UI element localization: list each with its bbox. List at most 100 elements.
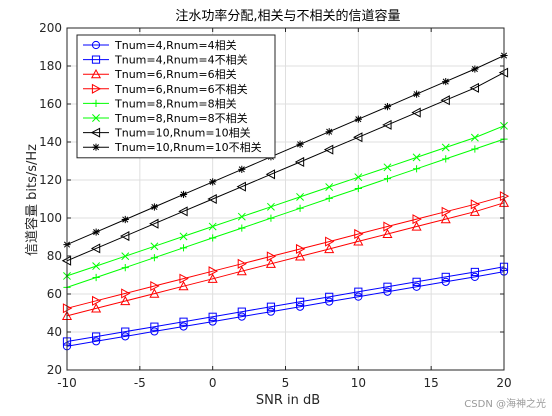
data-point bbox=[354, 228, 364, 239]
y-tick-label: 180 bbox=[39, 59, 62, 73]
data-point bbox=[325, 194, 333, 203]
legend-marker bbox=[91, 40, 101, 50]
data-point bbox=[469, 82, 479, 93]
series-line bbox=[66, 195, 505, 309]
data-point bbox=[179, 190, 188, 199]
data-point bbox=[121, 327, 130, 336]
data-point bbox=[265, 258, 276, 268]
data-point bbox=[353, 236, 364, 246]
series-line bbox=[66, 271, 505, 347]
data-point bbox=[121, 332, 130, 341]
data-point bbox=[295, 243, 306, 255]
data-point bbox=[354, 115, 362, 123]
data-point bbox=[92, 295, 102, 306]
data-point bbox=[412, 214, 422, 225]
data-point bbox=[441, 143, 450, 152]
data-point bbox=[413, 165, 421, 173]
data-point bbox=[411, 221, 422, 231]
legend-item: Tnum=6,Rnum=6相关 bbox=[83, 67, 237, 81]
y-tick-label: 60 bbox=[47, 287, 62, 301]
data-point bbox=[383, 221, 393, 232]
data-point bbox=[295, 297, 305, 306]
data-point bbox=[179, 232, 188, 241]
data-point bbox=[236, 265, 247, 276]
data-point bbox=[179, 322, 188, 331]
data-point bbox=[208, 222, 217, 231]
x-tick-label: 10 bbox=[351, 376, 366, 390]
data-point bbox=[179, 244, 188, 252]
data-point bbox=[295, 251, 306, 261]
data-point bbox=[149, 218, 159, 229]
data-point bbox=[354, 173, 363, 182]
chart-title: 注水功率分配,相关与不相关的信道容量 bbox=[175, 8, 400, 24]
data-point bbox=[150, 327, 159, 336]
data-point bbox=[294, 156, 305, 167]
y-tick-label: 40 bbox=[47, 325, 62, 339]
data-point bbox=[325, 236, 335, 247]
x-tick-label: 5 bbox=[282, 376, 290, 390]
legend-marker bbox=[91, 83, 102, 94]
data-point bbox=[179, 273, 189, 284]
legend-item: Tnum=6,Rnum=6不相关 bbox=[83, 82, 248, 96]
legend-item: Tnum=4,Rnum=4不相关 bbox=[83, 53, 248, 67]
data-point bbox=[323, 144, 334, 155]
legend-item: Tnum=10,Rnum=10不相关 bbox=[83, 140, 262, 154]
data-point bbox=[383, 282, 392, 291]
data-point bbox=[441, 206, 451, 217]
data-point bbox=[295, 302, 305, 311]
x-tick-label: 20 bbox=[496, 376, 511, 390]
data-point bbox=[90, 243, 101, 254]
data-point bbox=[441, 272, 450, 281]
legend-label: Tnum=8,Rnum=8相关 bbox=[114, 96, 237, 110]
data-point bbox=[92, 332, 101, 341]
data-point bbox=[238, 165, 246, 173]
data-point bbox=[208, 266, 218, 277]
data-point bbox=[382, 119, 392, 130]
series-line bbox=[66, 125, 505, 277]
y-tick-label: 120 bbox=[39, 173, 62, 187]
legend-item: Tnum=8,Rnum=8相关 bbox=[83, 96, 237, 110]
data-point bbox=[411, 107, 421, 118]
data-point bbox=[383, 163, 392, 172]
data-point bbox=[236, 181, 246, 192]
data-point bbox=[470, 133, 479, 142]
series-7 bbox=[61, 67, 509, 266]
series-line bbox=[66, 138, 505, 288]
series-line bbox=[66, 202, 505, 317]
data-point bbox=[237, 307, 246, 316]
data-point bbox=[265, 169, 276, 180]
data-point bbox=[412, 153, 421, 162]
data-point bbox=[382, 228, 393, 239]
data-point bbox=[412, 277, 421, 286]
data-point bbox=[207, 273, 218, 283]
data-point bbox=[92, 228, 100, 236]
data-point bbox=[383, 175, 392, 183]
x-axis-label: SNR in dB bbox=[256, 393, 320, 408]
data-point bbox=[120, 231, 130, 242]
data-point bbox=[178, 206, 188, 217]
data-point bbox=[237, 312, 246, 321]
series-line bbox=[66, 266, 505, 342]
legend-label: Tnum=6,Rnum=6相关 bbox=[114, 67, 237, 81]
data-point bbox=[296, 192, 305, 201]
data-point bbox=[442, 77, 450, 86]
data-point bbox=[440, 95, 450, 106]
data-point bbox=[150, 203, 158, 211]
data-point bbox=[325, 183, 334, 191]
legend-item: Tnum=8,Rnum=8不相关 bbox=[83, 111, 248, 125]
data-point bbox=[470, 267, 479, 277]
y-tick-label: 160 bbox=[39, 97, 62, 111]
x-tick-label: 0 bbox=[209, 376, 217, 390]
data-point bbox=[325, 128, 333, 136]
data-point bbox=[470, 272, 479, 281]
data-point bbox=[149, 288, 160, 298]
legend-marker bbox=[90, 127, 101, 138]
data-point bbox=[92, 337, 101, 346]
series-6 bbox=[63, 121, 508, 280]
data-point bbox=[121, 215, 129, 224]
data-point bbox=[354, 287, 363, 296]
legend-label: Tnum=4,Rnum=4相关 bbox=[114, 38, 237, 52]
y-axis-label: 信道容量 bits/s/Hz bbox=[24, 144, 40, 256]
data-point bbox=[266, 251, 277, 262]
